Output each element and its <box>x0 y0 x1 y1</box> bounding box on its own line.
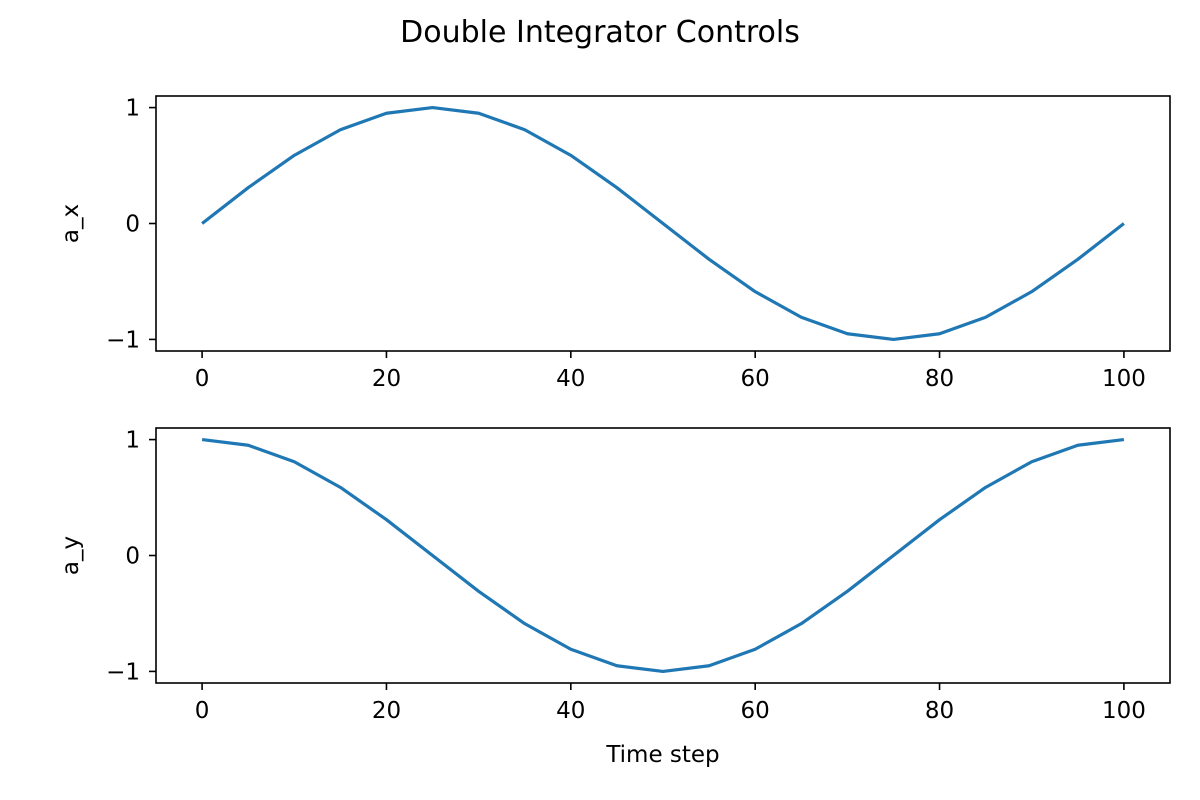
subplot-2-x-tick-label: 20 <box>372 698 401 724</box>
subplot-1-y-axis-label: a_x <box>58 204 84 243</box>
subplot-2-y-axis-label: a_y <box>58 536 84 575</box>
subplot-1-y-tick-label: 1 <box>125 96 140 122</box>
subplot-2-x-tick-label: 60 <box>741 698 770 724</box>
subplot-1-series-line-1 <box>201 105 1125 342</box>
subplot-2-x-tick-label: 0 <box>195 698 210 724</box>
subplot-2-x-axis-label: Time step <box>605 742 719 768</box>
subplot-2-x-tick-label: 40 <box>556 698 585 724</box>
subplot-2-y-tick-label: 1 <box>125 428 140 454</box>
subplot-1-x-tick-label: 60 <box>741 366 770 392</box>
subplot-2-series-line-1 <box>201 438 1125 674</box>
subplots: 0 20 40 60 80 100 1 0 −1 a_x 0 20 40 60 80 100 1 0 −1 a_y Ti… <box>58 95 1171 768</box>
subplot-1: 0 20 40 60 80 100 1 0 −1 a_x <box>58 95 1171 392</box>
subplot-2-x-tick-label: 80 <box>925 698 954 724</box>
subplot-1-y-tick-label: −1 <box>106 327 140 353</box>
subplot-1-x-tick-label: 100 <box>1102 366 1146 392</box>
subplot-2-y-tick-label: 0 <box>125 544 140 570</box>
subplot-1-y-tick-label: 0 <box>125 212 140 238</box>
subplot-2-y-tick-label: −1 <box>106 659 140 685</box>
subplot-1-x-tick-label: 40 <box>556 366 585 392</box>
subplot-2-x-tick-label: 100 <box>1102 698 1146 724</box>
subplot-2-axes-frame <box>155 427 1171 684</box>
figure-title: Double Integrator Controls <box>400 15 800 50</box>
subplot-1-x-tick-label: 80 <box>925 366 954 392</box>
subplot-1-x-tick-label: 20 <box>372 366 401 392</box>
subplot-1-x-tick-label: 0 <box>195 366 210 392</box>
subplot-2: 0 20 40 60 80 100 1 0 −1 a_y Time step <box>58 427 1171 768</box>
